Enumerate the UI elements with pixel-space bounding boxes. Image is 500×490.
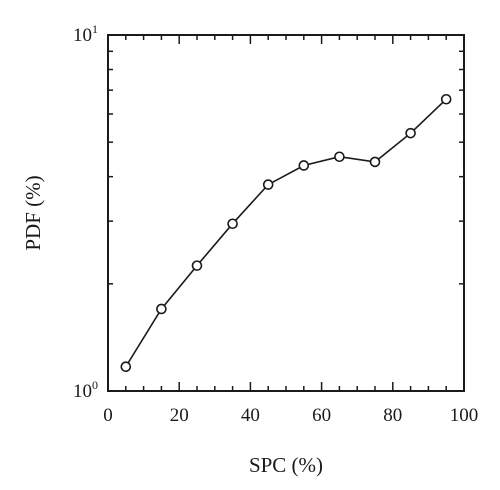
minor-ticks [108,35,464,391]
y-tick-exponent: 1 [92,22,98,36]
y-tick-base: 10 [73,25,92,46]
data-point [369,156,381,168]
x-tick-label: 80 [383,405,402,426]
plot-frame [107,34,465,392]
data-point [440,93,452,105]
data-point [262,179,274,190]
data-point [227,218,238,230]
data-point [191,260,203,271]
data-point [156,303,167,315]
x-tick-label: 40 [241,405,260,426]
data-point [334,151,345,163]
data-point [298,160,310,171]
major-ticks [107,34,465,392]
y-tick-label: 101 [73,22,98,46]
data-point [405,127,416,139]
data-markers [120,93,452,373]
x-tick-labels: 0 20 40 60 80 100 [103,405,478,426]
y-tick-exponent: 0 [92,378,98,392]
y-tick-base: 10 [73,381,92,402]
y-tick-label: 100 [73,378,98,402]
x-tick-label: 100 [450,405,479,426]
x-axis-label: SPC (%) [249,453,323,477]
x-tick-label: 60 [312,405,331,426]
data-point [120,361,132,373]
series-line [125,98,447,368]
y-axis-label: PDF (%) [21,175,45,250]
x-tick-label: 20 [170,405,189,426]
x-tick-label: 0 [103,405,113,426]
